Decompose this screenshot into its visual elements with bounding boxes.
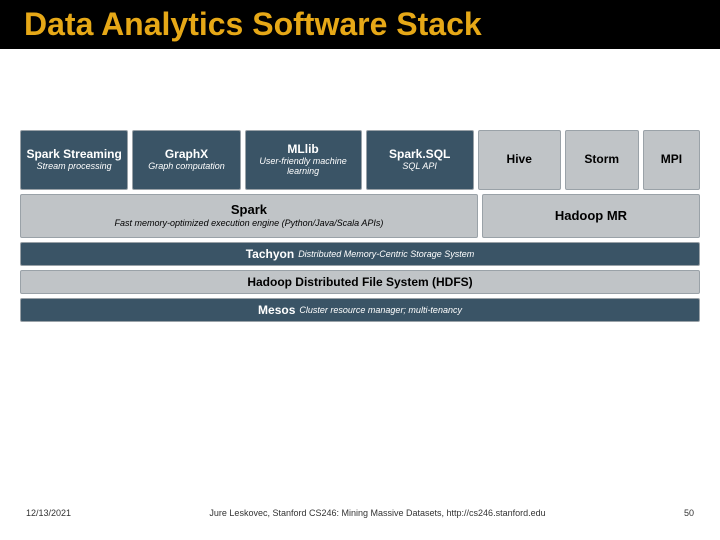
bar-title: Hadoop Distributed File System (HDFS) — [247, 275, 472, 289]
stack-cell: MLlibUser-friendly machine learning — [245, 130, 362, 190]
bar-subtitle: Cluster resource manager; multi-tenancy — [299, 305, 462, 315]
stack-cell: Hive — [478, 130, 561, 190]
cell-subtitle: SQL API — [402, 162, 437, 172]
cell-title: Hadoop MR — [555, 209, 627, 223]
cell-title: Hive — [507, 153, 532, 166]
footer-page: 50 — [684, 508, 694, 518]
stack-bar: Tachyon Distributed Memory-Centric Storag… — [20, 242, 700, 266]
slide-title: Data Analytics Software Stack — [24, 6, 696, 43]
cell-title: GraphX — [165, 148, 208, 161]
stack-cell: Spark.SQLSQL API — [366, 130, 474, 190]
cell-title: MLlib — [287, 143, 318, 156]
stack-diagram: Spark StreamingStream processingGraphXGr… — [20, 130, 700, 326]
cell-subtitle: Fast memory-optimized execution engine (… — [115, 219, 384, 229]
stack-cell: MPI — [643, 130, 700, 190]
stack-cell: Spark StreamingStream processing — [20, 130, 128, 190]
bottom-bars: Tachyon Distributed Memory-Centric Storag… — [20, 242, 700, 322]
bar-title: Mesos — [258, 303, 295, 317]
cell-title: Spark Streaming — [26, 148, 121, 161]
stack-cell: Spark Fast memory-optimized execution eng… — [20, 194, 478, 238]
footer-date: 12/13/2021 — [26, 508, 71, 518]
stack-bar: Hadoop Distributed File System (HDFS) — [20, 270, 700, 294]
spark-row: Spark Fast memory-optimized execution eng… — [20, 194, 700, 238]
cell-title: Spark — [231, 203, 267, 217]
stack-cell: Hadoop MR — [482, 194, 700, 238]
cell-subtitle: Graph computation — [148, 162, 225, 172]
cell-subtitle: User-friendly machine learning — [248, 157, 359, 177]
cell-title: Spark.SQL — [389, 148, 450, 161]
cell-title: Storm — [584, 153, 619, 166]
footer: 12/13/2021 Jure Leskovec, Stanford CS246… — [0, 508, 720, 518]
cell-subtitle: Stream processing — [37, 162, 112, 172]
stack-cell: Storm — [565, 130, 639, 190]
bar-subtitle: Distributed Memory-Centric Storage Syste… — [298, 249, 474, 259]
stack-bar: Mesos Cluster resource manager; multi-ten… — [20, 298, 700, 322]
top-row: Spark StreamingStream processingGraphXGr… — [20, 130, 700, 190]
footer-credit: Jure Leskovec, Stanford CS246: Mining Ma… — [209, 508, 545, 518]
cell-title: MPI — [661, 153, 682, 166]
title-bar: Data Analytics Software Stack — [0, 0, 720, 49]
stack-cell: GraphXGraph computation — [132, 130, 240, 190]
bar-title: Tachyon — [246, 247, 294, 261]
